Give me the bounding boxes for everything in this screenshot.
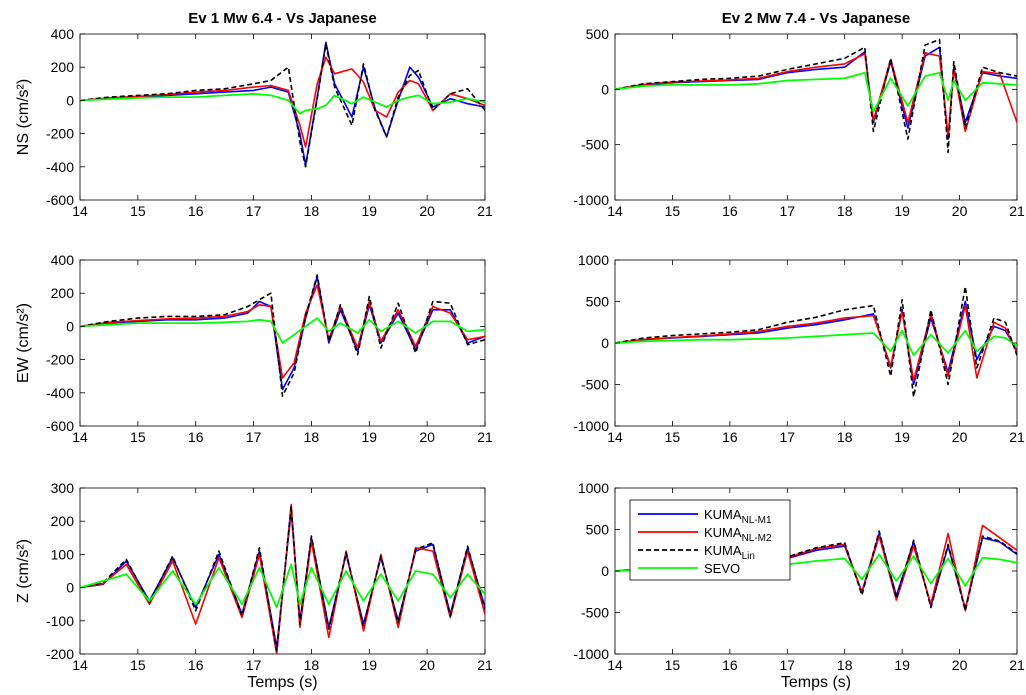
x-tick-label: 15: [130, 203, 146, 219]
x-tick-label: 21: [477, 203, 493, 219]
x-tick-label: 20: [419, 429, 435, 445]
y-tick-label: -600: [46, 418, 74, 434]
y-tick-label: 0: [66, 580, 74, 596]
y-tick-label: 0: [601, 335, 609, 351]
y-tick-label: -500: [581, 377, 609, 393]
chart-panel-3: 14 15 16 17 18 19 20 21 -600 -400 -200 0 200 400 EW (c…: [15, 252, 493, 445]
x-tick-label: 18: [304, 429, 320, 445]
x-tick-label: 16: [722, 203, 738, 219]
x-tick-label: 17: [246, 429, 262, 445]
x-tick-label: 16: [188, 429, 204, 445]
x-tick-label: 21: [1009, 429, 1025, 445]
y-axis-label: EW (cm/s²): [15, 303, 32, 383]
x-axis-label: Temps (s): [247, 674, 317, 691]
chart-title: Ev 2 Mw 7.4 - Vs Japanese: [722, 10, 910, 27]
x-tick-label: 20: [952, 429, 968, 445]
y-tick-label: -1000: [573, 192, 609, 208]
x-tick-label: 14: [72, 429, 88, 445]
x-tick-label: 20: [419, 657, 435, 673]
x-tick-label: 17: [779, 203, 795, 219]
axes-frame: [80, 488, 485, 654]
y-tick-label: 0: [601, 81, 609, 97]
x-tick-label: 19: [894, 429, 910, 445]
x-tick-label: 14: [607, 203, 623, 219]
x-tick-label: 20: [952, 657, 968, 673]
y-tick-label: 500: [586, 294, 610, 310]
y-tick-label: 1000: [578, 480, 609, 496]
y-tick-label: -100: [46, 613, 74, 629]
x-tick-label: 21: [1009, 203, 1025, 219]
x-tick-label: 17: [246, 203, 262, 219]
x-tick-label: 14: [607, 429, 623, 445]
x-axis-label: Temps (s): [781, 674, 851, 691]
y-tick-label: 400: [51, 26, 75, 42]
chart-panel-4: 14 15 16 17 18 19 20 21 -1000 -500 0 500 1000: [573, 252, 1025, 445]
x-tick-label: 15: [665, 657, 681, 673]
chart-panel-1: 14 15 16 17 18 19 20 21 -600 -400 -200 0 200 400 Ev 1 …: [15, 10, 493, 219]
y-tick-label: -600: [46, 192, 74, 208]
axes-frame: [615, 34, 1017, 200]
x-tick-label: 19: [361, 203, 377, 219]
y-tick-label: 400: [51, 252, 75, 268]
y-tick-label: 200: [51, 59, 75, 75]
x-tick-label: 19: [894, 203, 910, 219]
x-tick-label: 18: [837, 203, 853, 219]
y-tick-label: 500: [586, 522, 610, 538]
legend: KUMANL-M1KUMANL-M2KUMALinSEVO: [630, 500, 790, 580]
chart-panel-2: 14 15 16 17 18 19 20 21 -1000 -500 0 500 Ev 2 Mw 7.4…: [573, 10, 1025, 219]
y-axis-label: Z (cm/s²): [15, 539, 32, 603]
x-tick-label: 20: [419, 203, 435, 219]
y-tick-label: -400: [46, 159, 74, 175]
legend-label: SEVO: [704, 561, 740, 576]
y-tick-label: -200: [46, 352, 74, 368]
y-tick-label: 0: [66, 92, 74, 108]
y-tick-label: 100: [51, 546, 75, 562]
x-tick-label: 18: [837, 657, 853, 673]
y-tick-label: 1000: [578, 252, 609, 268]
y-tick-label: 0: [601, 563, 609, 579]
x-tick-label: 19: [361, 429, 377, 445]
y-tick-label: -500: [581, 605, 609, 621]
y-tick-label: -1000: [573, 418, 609, 434]
x-tick-label: 21: [477, 657, 493, 673]
y-tick-label: -1000: [573, 646, 609, 662]
y-tick-label: 200: [51, 513, 75, 529]
y-tick-label: -500: [581, 137, 609, 153]
y-tick-label: -200: [46, 126, 74, 142]
x-tick-label: 17: [779, 657, 795, 673]
y-tick-label: 200: [51, 285, 75, 301]
x-tick-label: 15: [665, 429, 681, 445]
chart-panel-5: 14 15 16 17 18 19 20 21 -200 -100 0 100 200 300 Temps …: [15, 480, 493, 691]
x-tick-label: 21: [477, 429, 493, 445]
x-tick-label: 15: [665, 203, 681, 219]
y-tick-label: 300: [51, 480, 75, 496]
x-tick-label: 18: [304, 657, 320, 673]
x-tick-label: 17: [779, 429, 795, 445]
x-tick-label: 14: [72, 203, 88, 219]
y-tick-label: 500: [586, 26, 610, 42]
x-tick-label: 15: [130, 429, 146, 445]
x-tick-label: 14: [607, 657, 623, 673]
x-tick-label: 16: [188, 203, 204, 219]
x-tick-label: 20: [952, 203, 968, 219]
x-tick-label: 18: [837, 429, 853, 445]
y-axis-label: NS (cm/s²): [15, 79, 32, 155]
x-tick-label: 16: [188, 657, 204, 673]
x-tick-label: 18: [304, 203, 320, 219]
chart-title: Ev 1 Mw 6.4 - Vs Japanese: [188, 10, 376, 27]
y-tick-label: -200: [46, 646, 74, 662]
x-tick-label: 14: [72, 657, 88, 673]
axes-frame: [80, 34, 485, 200]
x-tick-label: 19: [361, 657, 377, 673]
y-tick-label: -400: [46, 385, 74, 401]
x-tick-label: 15: [130, 657, 146, 673]
x-tick-label: 19: [894, 657, 910, 673]
x-tick-label: 16: [722, 429, 738, 445]
x-tick-label: 16: [722, 657, 738, 673]
x-tick-label: 21: [1009, 657, 1025, 673]
x-tick-label: 17: [246, 657, 262, 673]
y-tick-label: 0: [66, 318, 74, 334]
